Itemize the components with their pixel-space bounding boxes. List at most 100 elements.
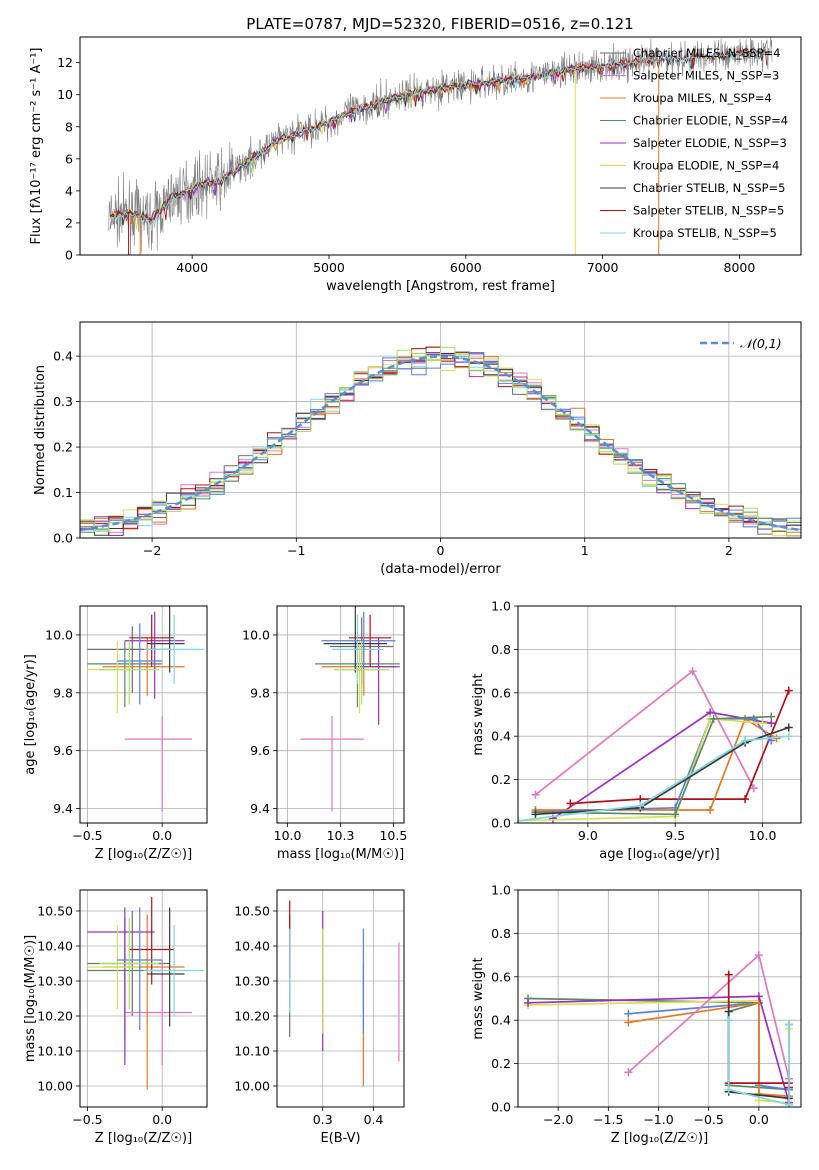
y-tick-label: 0.3 bbox=[53, 394, 73, 409]
x-tick-label: 4000 bbox=[176, 260, 208, 275]
x-tick-label: −0.5 bbox=[72, 828, 102, 843]
weight-line bbox=[535, 715, 772, 816]
x-axis-label: Z [log₁₀(Z/Z☉)] bbox=[95, 1131, 192, 1146]
legend-entry: Kroupa ELODIE, N_SSP=4 bbox=[633, 159, 779, 173]
errorbar-point-kroupa-miles bbox=[102, 637, 185, 696]
weight-series-salpeter-stelib bbox=[566, 686, 793, 808]
y-tick-label: 10 bbox=[57, 87, 73, 102]
y-tick-label: 10.50 bbox=[37, 904, 73, 919]
plot-area bbox=[80, 346, 801, 537]
legend-entry: Kroupa MILES, N_SSP=4 bbox=[633, 91, 772, 105]
errorbar-point-kroupa-stelib bbox=[144, 614, 205, 685]
axes-frame: −0.5 0.0 10.00 10.10 10.20 10.30 10.40 10.50 Z [… bbox=[23, 889, 208, 1146]
residual-histogram-blue-model bbox=[80, 352, 801, 531]
model-spectrum-kroupa-stelib bbox=[109, 48, 768, 228]
legend-entry: Chabrier ELODIE, N_SSP=4 bbox=[633, 114, 788, 128]
residuals-histogram-panel: −2 −1 0 1 2 0.0 0.1 0.2 0.3 0.4 (data-model)/error… bbox=[33, 321, 802, 577]
axes-border bbox=[79, 605, 208, 824]
axes-border bbox=[79, 321, 802, 539]
y-tick-label: 10.40 bbox=[37, 939, 73, 954]
errorbar-point-kroupa-stelib bbox=[144, 925, 205, 1016]
errorbar-point-chabrier-elodie bbox=[87, 640, 163, 708]
x-tick-label: 10.5 bbox=[379, 828, 407, 843]
x-tick-label: 1 bbox=[581, 543, 589, 558]
y-tick-label: 9.4 bbox=[53, 801, 73, 816]
errorbar-point-kroupa-elodie bbox=[334, 640, 385, 714]
errorbar-point-green-model bbox=[99, 918, 160, 1009]
x-axis-label: Z [log₁₀(Z/Z☉)] bbox=[611, 1131, 708, 1146]
weight-vs-metallicity-panel: −2.0 −1.5 −1.0 −0.5 0.0 0.0 0.2 0.4 0.6 0.8 1.0 Z [… bbox=[471, 883, 802, 1146]
errorbar-point-salpeter-miles bbox=[124, 960, 193, 1065]
errorbar-point-chabrier-stelib bbox=[147, 606, 185, 673]
errorbar-point-kroupa-stelib bbox=[332, 614, 383, 685]
axes-frame: 10.0 10.3 10.5 9.4 9.6 9.8 10.0 mass [log₁₀(M/M… bbox=[242, 605, 407, 862]
weight-marker bbox=[624, 1068, 633, 1077]
x-tick-label: 0.3 bbox=[313, 1112, 333, 1127]
y-tick-label: 0.2 bbox=[53, 440, 73, 455]
x-tick-label: −1.5 bbox=[593, 1112, 623, 1127]
y-tick-label: 10.50 bbox=[234, 904, 270, 919]
plot-area bbox=[87, 897, 205, 1090]
errorbar-point-green-model bbox=[334, 640, 390, 705]
plot-area bbox=[518, 667, 793, 823]
axes-border bbox=[79, 36, 802, 256]
weight-marker bbox=[566, 799, 575, 808]
gridlines bbox=[80, 606, 207, 823]
plot-area bbox=[87, 606, 205, 812]
weight-marker bbox=[784, 1020, 793, 1029]
x-tick-label: −1.0 bbox=[643, 1112, 673, 1127]
gridlines bbox=[80, 890, 207, 1107]
y-tick-label: 0.6 bbox=[491, 969, 511, 984]
gridlines bbox=[277, 890, 404, 1107]
x-tick-label: 10.0 bbox=[749, 828, 777, 843]
axes-border bbox=[276, 605, 405, 824]
errorbar-point-green-model bbox=[99, 640, 160, 705]
y-tick-label: 9.8 bbox=[250, 685, 270, 700]
weight-series-kroupa-stelib bbox=[724, 1016, 793, 1107]
x-tick-label: 0.0 bbox=[749, 1112, 769, 1127]
residual-histogram-green-model bbox=[80, 346, 801, 537]
y-axis-label: age [log₁₀(age/yr)] bbox=[23, 654, 38, 775]
weight-marker bbox=[524, 998, 533, 1007]
x-tick-label: 7000 bbox=[587, 260, 619, 275]
y-axis-label: mass weight bbox=[471, 673, 486, 755]
weight-marker bbox=[636, 801, 645, 810]
axes-frame: 9.0 9.5 10.0 0.0 0.2 0.4 0.6 0.8 1.0 age [log₁₀(a… bbox=[471, 599, 802, 862]
y-tick-label: 0.6 bbox=[491, 685, 511, 700]
spectrum-panel: 4000 5000 6000 7000 8000 0 2 4 6 8 10 12 wavelength … bbox=[29, 36, 802, 294]
mass-vs-ebv-panel: 0.3 0.4 10.00 10.10 10.20 10.30 10.40 10.50 E(B-… bbox=[234, 889, 405, 1146]
x-tick-label: 5000 bbox=[313, 260, 345, 275]
weight-line bbox=[518, 735, 789, 822]
weight-marker bbox=[741, 795, 750, 804]
weight-line bbox=[534, 669, 755, 796]
y-tick-label: 10.30 bbox=[234, 974, 270, 989]
x-tick-label: 8000 bbox=[724, 260, 756, 275]
y-tick-label: 0.4 bbox=[53, 349, 73, 364]
x-tick-label: 9.5 bbox=[665, 828, 685, 843]
y-tick-label: 10.00 bbox=[234, 1079, 270, 1094]
y-tick-label: 0.2 bbox=[491, 1056, 511, 1071]
mass-vs-metallicity-panel: −0.5 0.0 10.00 10.10 10.20 10.30 10.40 10.50 Z [… bbox=[23, 889, 208, 1146]
weight-marker bbox=[784, 723, 793, 732]
errorbar-point-salpeter-stelib bbox=[129, 614, 175, 667]
weight-marker bbox=[784, 686, 793, 695]
y-axis-label: mass weight bbox=[471, 957, 486, 1039]
weight-series-salpeter-miles bbox=[531, 667, 758, 799]
y-tick-label: 10.40 bbox=[234, 939, 270, 954]
axes-border bbox=[79, 889, 208, 1108]
weight-vs-age-panel: 9.0 9.5 10.0 0.0 0.2 0.4 0.6 0.8 1.0 age [log₁₀(a… bbox=[471, 599, 802, 862]
y-tick-label: 0.1 bbox=[53, 485, 73, 500]
legend-entry: Salpeter ELODIE, N_SSP=3 bbox=[633, 136, 787, 150]
y-tick-label: 9.6 bbox=[250, 743, 270, 758]
weight-marker bbox=[531, 810, 540, 819]
plot-area bbox=[289, 900, 400, 1086]
weight-marker bbox=[671, 810, 680, 819]
legend-entry: Salpeter STELIB, N_SSP=5 bbox=[633, 204, 784, 218]
x-tick-label: 10.0 bbox=[274, 828, 302, 843]
axes-border bbox=[276, 889, 405, 1108]
x-axis-label: Z [log₁₀(Z/Z☉)] bbox=[95, 847, 192, 862]
plot-area bbox=[300, 606, 400, 812]
weight-marker bbox=[767, 712, 776, 721]
x-axis-label: wavelength [Angstrom, rest frame] bbox=[326, 279, 555, 294]
y-tick-label: 6 bbox=[65, 151, 73, 166]
